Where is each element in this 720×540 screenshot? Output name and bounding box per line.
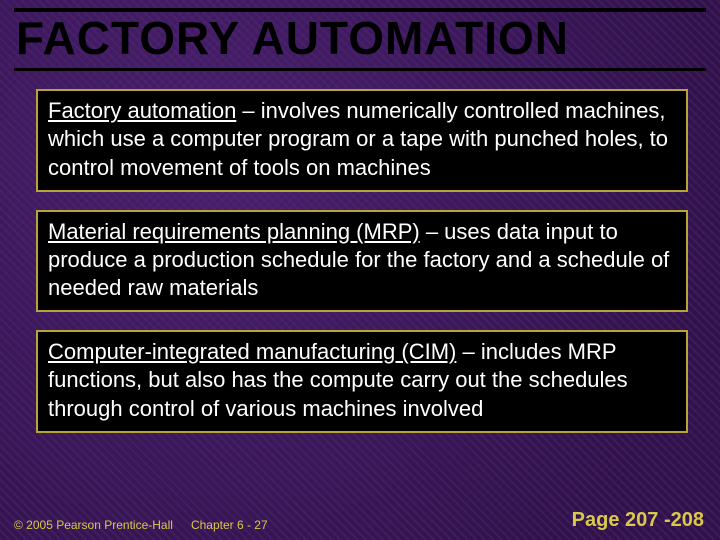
definition-box-2: Material requirements planning (MRP) – u… — [36, 210, 688, 312]
page-number: Page 207 -208 — [572, 509, 704, 532]
definition-lead: Factory automation — [48, 98, 236, 123]
page-title: FACTORY AUTOMATION — [14, 14, 706, 68]
definition-lead: Computer-integrated manufacturing (CIM) — [48, 339, 456, 364]
slide: FACTORY AUTOMATION Factory automation – … — [0, 0, 720, 540]
rule-bottom — [14, 68, 706, 71]
footer-left: © 2005 Pearson Prentice-Hall Chapter 6 -… — [14, 518, 268, 532]
definition-lead: Material requirements planning (MRP) — [48, 219, 420, 244]
definition-box-1: Factory automation – involves numericall… — [36, 89, 688, 191]
definition-box-3: Computer-integrated manufacturing (CIM) … — [36, 330, 688, 432]
chapter-text: Chapter 6 - 27 — [191, 518, 268, 532]
footer: © 2005 Pearson Prentice-Hall Chapter 6 -… — [0, 509, 720, 532]
copyright-text: © 2005 Pearson Prentice-Hall — [14, 518, 173, 532]
